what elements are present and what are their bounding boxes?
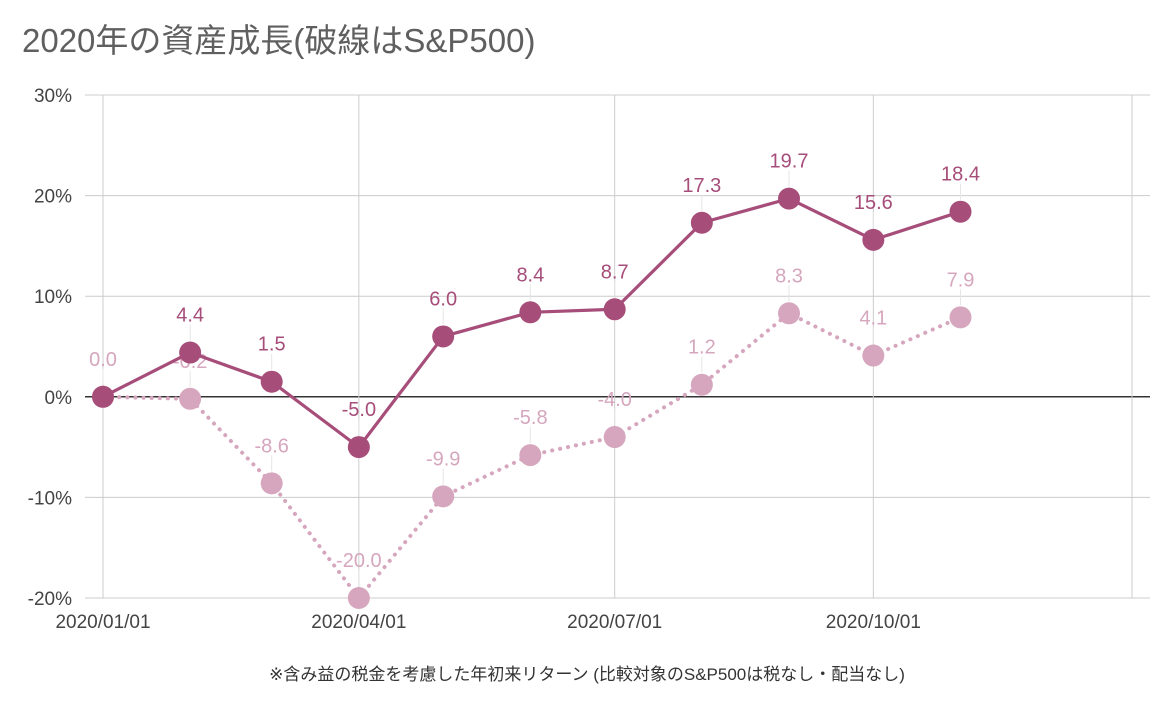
- data-label: -5.8: [513, 407, 547, 429]
- data-label: 17.3: [682, 175, 721, 197]
- data-label: 8.3: [775, 265, 803, 287]
- y-tick-label: 30%: [34, 86, 72, 107]
- data-point: [690, 373, 713, 396]
- data-point: [179, 341, 202, 364]
- data-label: 15.6: [854, 192, 893, 214]
- data-point: [778, 302, 800, 325]
- data-point: [179, 387, 202, 410]
- chart-footnote: ※含み益の税金を考慮した年初来リターン (比較対象のS&P500は税なし・配当な…: [269, 665, 905, 684]
- x-tick-label: 2020/04/01: [311, 612, 406, 633]
- data-label: 6.0: [429, 288, 457, 310]
- x-tick-label: 2020/07/01: [567, 612, 662, 633]
- data-label: 0.0: [89, 349, 117, 371]
- data-point: [862, 228, 885, 251]
- data-point: [603, 426, 626, 449]
- data-point: [603, 298, 626, 321]
- data-label: 19.7: [770, 151, 809, 173]
- y-tick-label: -10%: [28, 488, 72, 509]
- x-tick-label: 2020/01/01: [55, 612, 150, 633]
- data-point: [347, 587, 370, 609]
- data-point: [949, 200, 972, 223]
- data-point: [260, 370, 283, 393]
- data-point: [519, 444, 542, 467]
- data-label: 1.5: [258, 334, 286, 356]
- data-point: [519, 301, 542, 324]
- data-label: 8.4: [516, 264, 544, 286]
- data-point: [347, 436, 370, 459]
- data-point: [92, 385, 114, 408]
- data-label: -20.0: [336, 550, 382, 572]
- data-label: 4.4: [176, 305, 204, 327]
- data-point: [949, 306, 972, 329]
- data-label: 8.7: [601, 261, 629, 283]
- data-point: [260, 472, 283, 495]
- data-point: [778, 187, 800, 210]
- data-label: 7.9: [947, 269, 975, 291]
- data-label: -4.0: [597, 389, 631, 411]
- x-tick-label: 2020/10/01: [826, 612, 921, 633]
- data-point: [432, 485, 455, 508]
- data-label: -8.6: [254, 435, 288, 457]
- y-tick-label: 20%: [34, 187, 72, 208]
- data-label: 18.4: [941, 164, 980, 186]
- data-label: 4.1: [859, 308, 887, 330]
- data-label: -5.0: [342, 399, 376, 421]
- data-point: [432, 325, 455, 348]
- y-tick-label: 10%: [34, 287, 72, 308]
- data-label: 1.2: [688, 337, 716, 359]
- y-tick-label: -20%: [28, 589, 72, 610]
- data-label: -9.9: [426, 448, 460, 470]
- chart-title: 2020年の資産成長(破線はS&P500): [22, 22, 536, 59]
- data-point: [690, 211, 713, 234]
- data-point: [862, 344, 885, 367]
- y-tick-label: 0%: [45, 388, 73, 409]
